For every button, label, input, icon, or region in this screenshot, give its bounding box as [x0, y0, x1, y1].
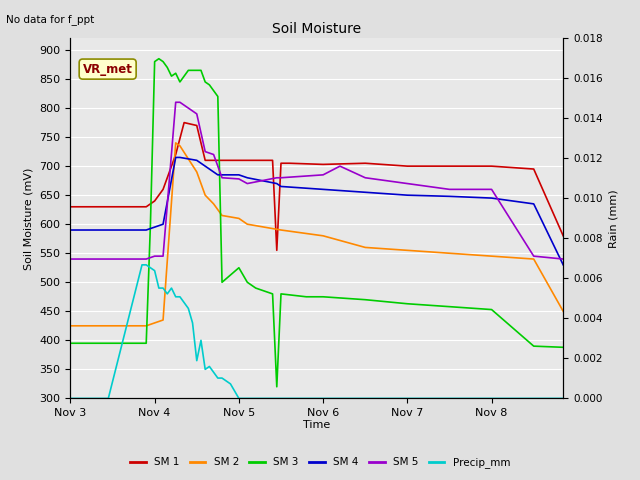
Y-axis label: Rain (mm): Rain (mm) — [608, 189, 618, 248]
Text: No data for f_ppt: No data for f_ppt — [6, 14, 95, 25]
Title: Soil Moisture: Soil Moisture — [272, 22, 362, 36]
Y-axis label: Soil Moisture (mV): Soil Moisture (mV) — [24, 167, 34, 270]
Text: VR_met: VR_met — [83, 62, 132, 75]
Legend: SM 1, SM 2, SM 3, SM 4, SM 5, Precip_mm: SM 1, SM 2, SM 3, SM 4, SM 5, Precip_mm — [125, 453, 515, 472]
X-axis label: Time: Time — [303, 420, 330, 430]
